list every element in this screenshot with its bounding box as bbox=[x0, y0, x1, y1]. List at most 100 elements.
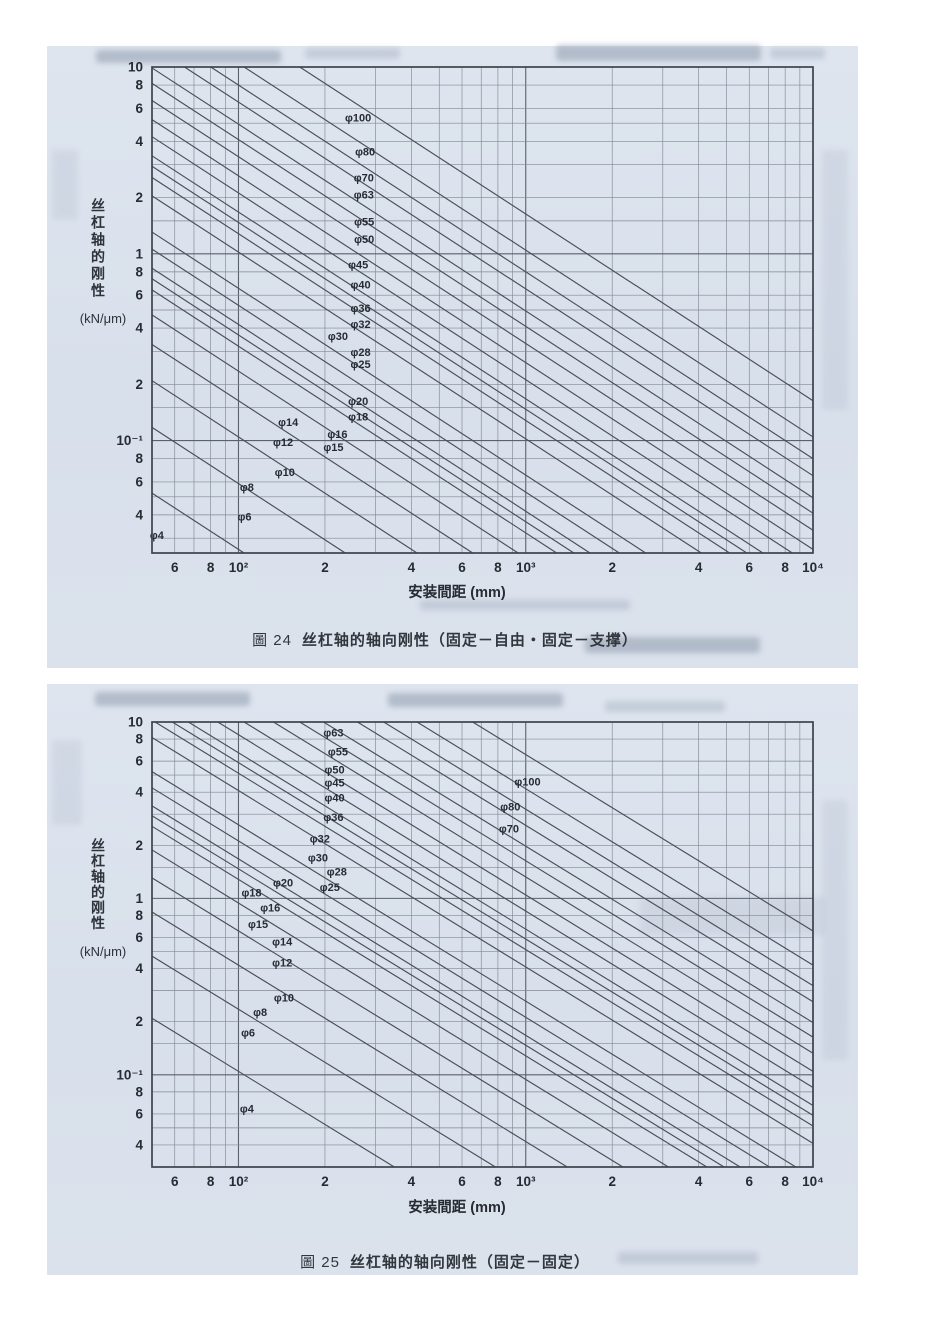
bleed-through-artifact bbox=[52, 740, 82, 825]
series-line-φ50 bbox=[151, 82, 814, 514]
series-line-φ100 bbox=[472, 721, 814, 932]
series-line-φ12 bbox=[151, 314, 519, 554]
fig25-caption-title: 丝杠轴的轴向刚性（固定－固定） bbox=[349, 1254, 590, 1271]
series-line-φ14 bbox=[151, 825, 708, 1168]
series-line-φ30 bbox=[151, 165, 748, 554]
y-tick-label: 8 bbox=[135, 451, 143, 466]
fig25-x-axis-title: 安装間距 (mm) bbox=[408, 1200, 506, 1216]
x-tick-label: 8 bbox=[781, 560, 789, 575]
y-tick-label: 6 bbox=[135, 474, 143, 489]
x-tick-label: 2 bbox=[608, 1174, 616, 1189]
series-line-φ8 bbox=[151, 380, 418, 554]
series-label-φ20: φ20 bbox=[348, 396, 368, 408]
y-tick-label: 8 bbox=[135, 732, 143, 747]
series-line-φ12 bbox=[151, 849, 669, 1168]
series-line-φ25 bbox=[151, 195, 702, 554]
fig25-y-tick-labels: 10 8 6 4 2 1 8 6 4 2 10⁻¹ 8 6 4 bbox=[116, 715, 143, 1153]
series-label-φ15: φ15 bbox=[248, 919, 268, 931]
y-tick-label: 4 bbox=[135, 134, 143, 149]
series-label-φ32: φ32 bbox=[350, 319, 370, 331]
series-line-φ63 bbox=[184, 66, 814, 477]
series-line-φ100 bbox=[299, 66, 814, 402]
bleed-through-artifact bbox=[52, 150, 78, 220]
series-line-φ10 bbox=[151, 344, 473, 554]
series-label-φ100: φ100 bbox=[514, 777, 540, 789]
series-label-φ10: φ10 bbox=[274, 992, 294, 1004]
y-tick-label: 6 bbox=[135, 754, 143, 769]
series-label-φ28: φ28 bbox=[350, 347, 370, 359]
series-line-φ4 bbox=[151, 1017, 395, 1168]
series-label-φ45: φ45 bbox=[324, 778, 344, 790]
series-label-φ100: φ100 bbox=[345, 113, 371, 125]
x-tick-label: 6 bbox=[171, 1174, 179, 1189]
x-tick-label: 10² bbox=[229, 560, 249, 575]
series-label-φ70: φ70 bbox=[499, 824, 519, 836]
bleed-through-artifact bbox=[585, 637, 760, 653]
y-tick-label: 6 bbox=[135, 288, 143, 303]
series-label-φ25: φ25 bbox=[320, 882, 340, 894]
y-tick-label: 4 bbox=[135, 507, 143, 522]
fig24-series-lines bbox=[151, 66, 814, 554]
fig24-x-axis-title: 安装間距 (mm) bbox=[408, 585, 506, 601]
series-line-φ55 bbox=[323, 721, 814, 1024]
series-line-φ18 bbox=[151, 787, 770, 1168]
x-tick-label: 10⁴ bbox=[802, 560, 824, 575]
series-line-φ55 bbox=[151, 67, 814, 499]
series-line-φ28 bbox=[151, 176, 730, 554]
y-tick-label: 10⁻¹ bbox=[116, 433, 143, 448]
y-tick-label: 6 bbox=[135, 101, 143, 116]
fig24-y-axis-title: 丝杠轴的刚性 bbox=[90, 198, 106, 300]
series-label-φ10: φ10 bbox=[275, 467, 295, 479]
series-label-φ8: φ8 bbox=[240, 482, 254, 494]
series-line-φ10 bbox=[151, 877, 624, 1168]
series-line-φ14 bbox=[151, 289, 557, 554]
fig24-y-axis-unit: (kN/μm) bbox=[79, 311, 127, 326]
series-line-φ70 bbox=[383, 721, 814, 987]
series-line-φ36 bbox=[217, 721, 814, 1088]
bleed-through-artifact bbox=[420, 600, 630, 610]
series-label-φ16: φ16 bbox=[260, 903, 280, 915]
fig24-y-tick-labels: 10 8 6 4 2 1 8 6 4 2 10⁻¹ 8 6 4 bbox=[116, 60, 143, 523]
fig24-caption-number: 圖 24 bbox=[252, 632, 292, 649]
y-tick-label: 2 bbox=[135, 1014, 143, 1029]
fig25-series-lines bbox=[151, 721, 814, 1168]
series-label-φ55: φ55 bbox=[328, 747, 348, 759]
y-tick-label: 4 bbox=[135, 785, 143, 800]
fig24-plot-border bbox=[151, 66, 814, 554]
series-label-φ36: φ36 bbox=[323, 812, 343, 824]
fig24-x-tick-labels: 6 8 10² 2 4 6 8 10³ 2 4 6 8 10⁴ bbox=[171, 560, 824, 575]
series-line-φ63 bbox=[357, 721, 814, 1003]
y-tick-label: 8 bbox=[135, 1084, 143, 1099]
series-line-φ36 bbox=[151, 136, 793, 554]
x-tick-label: 4 bbox=[695, 560, 703, 575]
y-tick-label: 10 bbox=[128, 715, 143, 730]
series-line-φ30 bbox=[171, 721, 814, 1116]
series-line-φ80 bbox=[416, 721, 814, 966]
bleed-through-artifact bbox=[618, 1252, 758, 1264]
x-tick-label: 10³ bbox=[516, 1174, 536, 1189]
bleed-through-artifact bbox=[822, 800, 848, 1060]
x-tick-label: 6 bbox=[746, 560, 754, 575]
series-label-φ32: φ32 bbox=[310, 834, 330, 846]
y-tick-label: 4 bbox=[135, 961, 143, 976]
series-label-φ36: φ36 bbox=[350, 303, 370, 315]
bleed-through-artifact bbox=[305, 48, 400, 59]
x-tick-label: 10³ bbox=[516, 560, 536, 575]
y-tick-label: 1 bbox=[135, 246, 143, 261]
series-label-φ70: φ70 bbox=[354, 172, 374, 184]
bleed-through-artifact bbox=[95, 692, 250, 706]
y-tick-label: 2 bbox=[135, 838, 143, 853]
x-tick-label: 2 bbox=[321, 1174, 329, 1189]
paper-scan-strip-bottom bbox=[47, 684, 858, 1275]
series-label-φ80: φ80 bbox=[500, 802, 520, 814]
series-label-φ14: φ14 bbox=[278, 417, 299, 429]
series-label-φ40: φ40 bbox=[350, 280, 370, 292]
fig25-plot-border bbox=[151, 721, 814, 1168]
series-label-φ50: φ50 bbox=[354, 234, 374, 246]
series-label-φ63: φ63 bbox=[323, 728, 343, 740]
series-label-φ8: φ8 bbox=[253, 1007, 267, 1019]
series-label-φ4: φ4 bbox=[240, 1103, 255, 1115]
